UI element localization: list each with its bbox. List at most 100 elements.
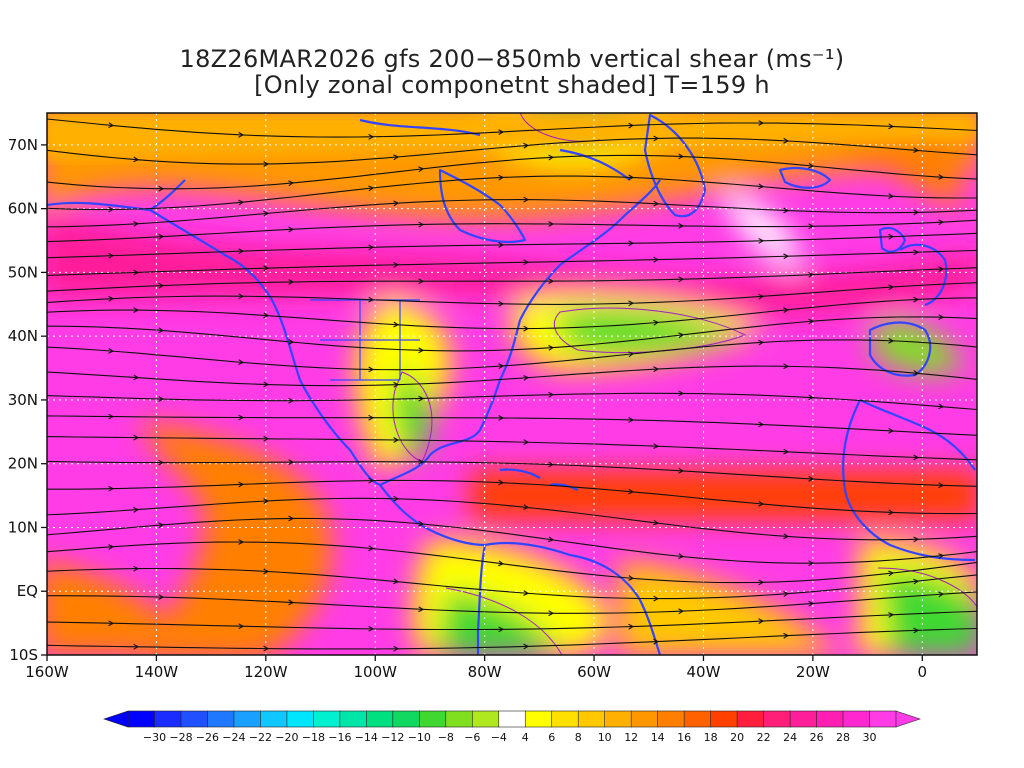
- streamline-arrow: [368, 626, 375, 632]
- streamline-arrow: [158, 459, 165, 466]
- streamline-arrow: [263, 210, 270, 217]
- streamline-arrow: [938, 314, 945, 320]
- streamline-arrow: [523, 375, 530, 381]
- streamline-arrow: [888, 612, 895, 618]
- streamline-arrow: [808, 162, 815, 169]
- streamline-arrow: [913, 147, 920, 154]
- streamline-arrow: [758, 293, 765, 300]
- streamline: [47, 365, 977, 387]
- streamline-arrow: [368, 545, 375, 552]
- streamline-arrow: [548, 221, 555, 227]
- streamline-arrow: [548, 461, 555, 468]
- streamline-arrow: [628, 623, 635, 630]
- colorbar-label: 30: [863, 731, 877, 744]
- lon-tick-label: 40W: [687, 663, 721, 681]
- colorbar-swatch: [392, 710, 421, 728]
- streamline: [47, 627, 977, 650]
- colorbar-swatch: [286, 710, 315, 728]
- streamline-arrow: [628, 122, 635, 129]
- streamline-arrow: [238, 623, 245, 630]
- colorbar-swatch: [233, 710, 262, 728]
- lon-tick-label: 20W: [796, 663, 830, 681]
- streamline-arrow: [548, 278, 555, 284]
- streamline-arrow: [758, 618, 765, 625]
- streamline: [47, 610, 977, 631]
- streamline-arrow: [393, 154, 400, 161]
- streamline-arrow: [913, 209, 920, 216]
- streamline: [47, 479, 977, 515]
- lon-tick-label: 80W: [468, 663, 502, 681]
- lon-tick-label: 120W: [244, 663, 288, 681]
- streamline-arrow: [653, 200, 660, 207]
- streamline-arrow: [783, 533, 790, 540]
- streamline-arrow: [368, 134, 375, 140]
- streamline-arrow: [133, 643, 140, 650]
- streamline-arrow: [808, 475, 815, 482]
- streamline-arrow: [523, 590, 530, 596]
- streamline-arrow: [913, 249, 920, 256]
- streamline-arrow: [783, 632, 790, 639]
- lat-tick-label: 40N: [8, 327, 38, 345]
- colorbar-label: 4: [522, 731, 529, 744]
- streamline-arrow: [498, 242, 505, 248]
- streamline-arrow: [498, 415, 505, 421]
- streamline-arrow: [783, 363, 790, 370]
- streamline-arrow: [913, 536, 920, 543]
- streamline-arrow: [418, 278, 425, 285]
- streamline-arrow: [368, 477, 375, 484]
- streamline-arrow: [108, 252, 115, 259]
- streamline-arrow: [288, 599, 295, 606]
- streamline-arrow: [498, 626, 505, 633]
- colorbar-swatch: [577, 710, 606, 728]
- streamline-arrow: [238, 131, 245, 138]
- streamline-arrow: [133, 434, 140, 441]
- streamline-arrow: [368, 244, 375, 251]
- streamline-arrow: [758, 421, 765, 428]
- streamline-arrow: [133, 221, 140, 227]
- streamline-arrow: [913, 454, 920, 461]
- streamline-arrow: [263, 161, 270, 167]
- colorbar-label: −20: [275, 731, 298, 744]
- streamline-arrow: [393, 437, 400, 443]
- streamline-arrow: [523, 643, 530, 650]
- streamline: [47, 282, 977, 305]
- colorbar-label: −26: [196, 731, 219, 744]
- coastline-layer: [47, 113, 976, 655]
- colorbar-swatch: [498, 710, 526, 728]
- colorbar-label: −6: [464, 731, 480, 744]
- colorbar-left-arrow: [103, 710, 129, 728]
- streamline-arrow: [758, 500, 765, 507]
- latitude-axis: 70N 60N 50N 40N 30N 20N 10N EQ 10S: [8, 136, 47, 664]
- streamline-arrow: [368, 414, 375, 421]
- streamline-arrow: [758, 339, 765, 346]
- lat-tick-label: 30N: [8, 391, 38, 409]
- streamline-arrow: [393, 200, 400, 207]
- streamline-arrow: [418, 347, 425, 354]
- streamline: [47, 249, 977, 276]
- streamline-arrow: [393, 645, 400, 652]
- streamline-arrow: [523, 325, 530, 332]
- streamline-arrow: [548, 536, 555, 543]
- streamline-arrow: [393, 578, 400, 585]
- streamline-arrow: [288, 226, 295, 233]
- colorbar-label: −10: [408, 731, 431, 744]
- streamline-arrow: [808, 223, 815, 230]
- streamline-arrow: [913, 627, 920, 634]
- streamline-arrow: [888, 193, 895, 199]
- streamline-arrow: [108, 348, 115, 354]
- streamline-arrow: [913, 578, 920, 585]
- streamline-arrow: [133, 269, 140, 276]
- streamline-arrow: [628, 300, 635, 307]
- streamline-arrow: [108, 485, 115, 492]
- streamline: [47, 199, 977, 228]
- streamline-arrow: [678, 276, 685, 283]
- colorbar-label: −30: [143, 731, 166, 744]
- colorbar-label: 28: [836, 731, 850, 744]
- streamline-arrow: [808, 394, 815, 401]
- streamline-arrow: [783, 253, 790, 260]
- streamline-arrow: [653, 135, 660, 142]
- colorbar-swatch: [154, 710, 182, 728]
- streamline-arrow: [133, 507, 140, 513]
- streamline: [47, 591, 977, 614]
